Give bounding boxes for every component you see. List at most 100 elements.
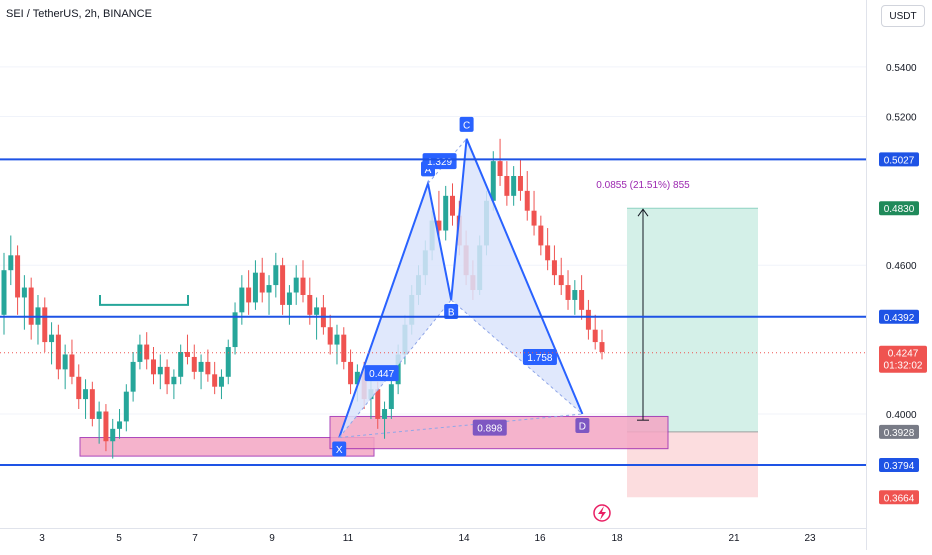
price-level-badge xyxy=(879,424,919,439)
price-level-label: 0.5027 xyxy=(884,155,915,166)
candle-body xyxy=(517,176,523,191)
symbol-title: SEI / TetherUS, 2h, BINANCE xyxy=(6,8,152,20)
pattern-ratio-label: 0.898 xyxy=(477,424,502,435)
price-tick-label: 0.4000 xyxy=(886,410,917,421)
price-tick-label: 0.5200 xyxy=(886,113,917,124)
candle-body xyxy=(314,307,320,315)
pattern-point-badge[interactable] xyxy=(444,303,459,319)
candle-body xyxy=(96,411,102,419)
time-tick-label: 18 xyxy=(611,533,623,544)
candle-body xyxy=(551,260,557,276)
pattern-xab-fill xyxy=(339,183,452,438)
candle-body xyxy=(232,312,238,348)
candle-body xyxy=(218,376,224,387)
price-tick-label: 0.5400 xyxy=(886,63,917,74)
pattern-ratio-line xyxy=(450,299,583,415)
time-tick-label: 9 xyxy=(269,533,275,544)
pattern-point-badge[interactable] xyxy=(459,116,474,132)
last-price-label: 0.4247 xyxy=(888,349,919,360)
candle-body xyxy=(341,334,347,362)
pattern-ratio-line xyxy=(427,138,467,184)
candle-body xyxy=(565,285,571,300)
price-level-label: 0.3928 xyxy=(884,428,915,439)
price-tick-label: 0.4600 xyxy=(886,261,917,272)
time-tick-label: 11 xyxy=(343,533,354,544)
candle-body xyxy=(123,391,129,422)
lightning-bolt-icon xyxy=(598,506,606,520)
price-level-label: 0.4830 xyxy=(884,204,915,215)
candle-body xyxy=(62,354,68,370)
time-tick-label: 7 xyxy=(192,533,198,544)
time-tick-label: 5 xyxy=(116,533,122,544)
time-tick-label: 3 xyxy=(39,533,45,544)
candle-body xyxy=(212,374,218,387)
candle-body xyxy=(388,384,394,410)
candle-body xyxy=(151,359,156,375)
candle-body xyxy=(225,347,231,377)
pattern-ratio-label: 0.447 xyxy=(369,369,394,380)
candle-body xyxy=(69,354,75,377)
pattern-ratio-line xyxy=(339,413,583,439)
price-level-badge xyxy=(879,490,919,505)
pattern-ratio-label: 1.758 xyxy=(527,353,552,364)
price-level-badge xyxy=(879,201,919,216)
price-level-label: 0.3794 xyxy=(884,461,915,472)
time-tick-label: 14 xyxy=(458,533,470,544)
pattern-point-badge[interactable] xyxy=(332,441,347,457)
candle-body xyxy=(579,290,585,310)
candle-body xyxy=(184,352,190,357)
pattern-ratio-badge xyxy=(422,153,457,170)
candle-body xyxy=(307,294,313,315)
pattern-point-label: A xyxy=(425,165,432,176)
price-level-badge xyxy=(879,309,919,324)
candle-body xyxy=(572,290,578,300)
candle-body xyxy=(273,265,279,286)
candle-body xyxy=(382,409,388,419)
currency-button[interactable]: USDT xyxy=(881,5,925,27)
candle-body xyxy=(490,161,496,201)
pattern-point-badge[interactable] xyxy=(575,417,590,433)
price-level-label: 0.3664 xyxy=(884,493,915,504)
candle-body xyxy=(89,389,95,419)
candle-body xyxy=(178,352,184,377)
price-level-label: 0.4392 xyxy=(884,313,915,324)
candle-body xyxy=(164,366,170,385)
candle-body xyxy=(144,344,150,360)
candle-body xyxy=(8,255,14,271)
price-level-badge xyxy=(879,458,919,473)
bar-countdown-label: 01:32:02 xyxy=(884,361,923,372)
candle-body xyxy=(354,371,360,385)
candle-body xyxy=(592,329,598,343)
candle-body xyxy=(157,366,163,375)
pattern-ratio-label: 1.329 xyxy=(427,157,452,168)
candle-body xyxy=(300,277,306,295)
candle-body xyxy=(83,389,89,400)
candle-body xyxy=(198,361,204,372)
candle-body xyxy=(524,190,530,211)
lightning-icon[interactable] xyxy=(593,504,611,522)
pattern-bcd-fill xyxy=(451,138,583,414)
candle-body xyxy=(545,245,551,261)
candle-body xyxy=(450,195,455,216)
candle-body xyxy=(137,344,143,362)
pattern-point-label: X xyxy=(336,445,343,456)
candle-body xyxy=(293,277,299,293)
pattern-ratio-badge xyxy=(472,419,507,436)
candle-body xyxy=(110,428,116,442)
measure-arrowhead xyxy=(637,208,649,217)
last-price-badge xyxy=(879,345,927,373)
candle-body xyxy=(558,275,564,286)
candle-body xyxy=(585,309,591,330)
candle-body xyxy=(375,389,381,419)
pattern-point-label: D xyxy=(579,421,586,432)
candle-body xyxy=(239,287,245,313)
profit-zone xyxy=(627,208,758,432)
candle-body xyxy=(191,356,197,372)
candle-body xyxy=(28,287,34,325)
measure-label: 0.0855 (21.51%) 855 xyxy=(596,180,690,191)
time-tick-label: 23 xyxy=(804,533,816,544)
candle-body xyxy=(531,210,537,226)
candle-body xyxy=(252,272,258,303)
